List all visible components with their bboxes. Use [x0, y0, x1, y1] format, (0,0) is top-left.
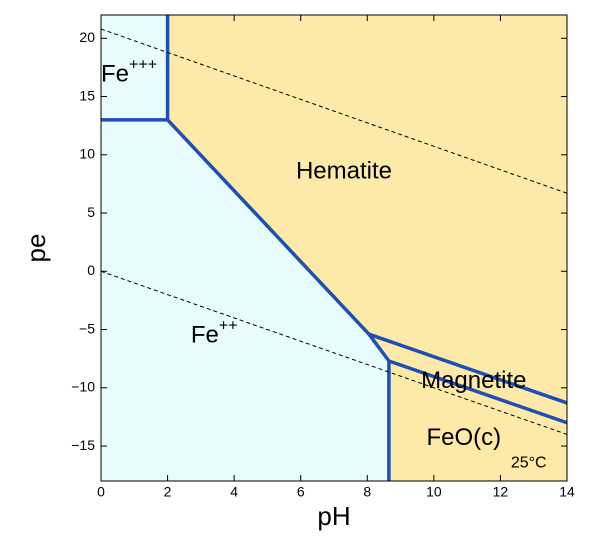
plot-frame — [100, 14, 568, 482]
water-line — [100, 28, 568, 194]
x-tick-label: 6 — [297, 484, 305, 500]
x-axis-label: pH — [317, 501, 350, 531]
water-line — [100, 270, 568, 435]
region-label: Hematite — [296, 158, 392, 185]
x-tick-label: 14 — [559, 484, 575, 500]
y-tick-label: 10 — [79, 146, 95, 162]
boundary-line — [388, 359, 568, 425]
region-label: Fe+++ — [101, 57, 157, 88]
label-superscript: +++ — [129, 57, 157, 74]
x-tick-label: 2 — [164, 484, 172, 500]
label-text: Fe — [101, 61, 129, 88]
y-tick-label: 5 — [87, 204, 95, 220]
label-text: Magnetite — [421, 367, 526, 394]
label-superscript: ++ — [219, 318, 238, 335]
boundary-line — [166, 118, 371, 336]
y-tick-label: 0 — [87, 262, 95, 278]
x-tick-label: 4 — [230, 484, 238, 500]
y-tick-label: −5 — [79, 320, 95, 336]
label-text: Fe — [191, 322, 219, 349]
y-tick-label: −10 — [71, 379, 95, 395]
region-label: Fe++ — [191, 318, 238, 349]
region-fill — [167, 15, 568, 481]
x-tick-label: 12 — [493, 484, 509, 500]
y-tick-label: −15 — [71, 437, 95, 453]
boundary-line — [367, 333, 391, 363]
label-text: 25°C — [511, 455, 547, 472]
label-text: Hematite — [296, 158, 392, 185]
y-tick-label: 15 — [79, 87, 95, 103]
region-label: Magnetite — [421, 367, 526, 394]
x-tick-label: 10 — [426, 484, 442, 500]
x-tick-label: 0 — [97, 484, 105, 500]
region-label: 25°C — [511, 455, 547, 472]
y-tick-label: 20 — [79, 29, 95, 45]
boundary-line — [368, 332, 568, 405]
x-tick-label: 8 — [363, 484, 371, 500]
label-text: FeO(c) — [426, 424, 501, 451]
region-label: FeO(c) — [426, 424, 501, 451]
y-axis-label: pe — [21, 234, 51, 263]
